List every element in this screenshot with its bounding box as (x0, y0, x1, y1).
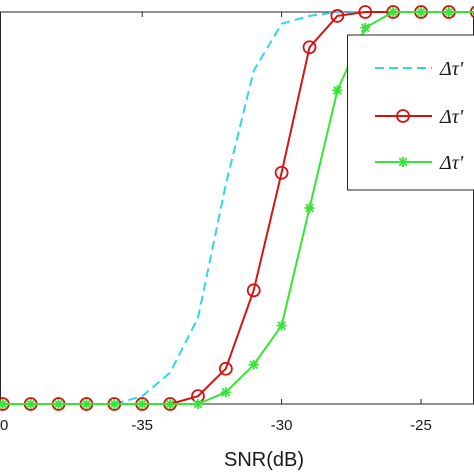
series-2 (0, 7, 474, 409)
legend-entry: Δτ' (375, 106, 464, 128)
x-tick-label: -25 (410, 417, 432, 434)
data-point-star (416, 7, 427, 17)
data-point-circle (358, 5, 373, 19)
legend-entry: Δτ' (375, 152, 464, 174)
legend: Δτ' Δτ' Δτ' (347, 34, 474, 191)
legend-label: Δτ' (439, 152, 464, 174)
x-axis-label: SNR(dB) (224, 449, 304, 471)
data-point-star (398, 157, 408, 167)
data-point-star (0, 399, 8, 409)
data-point-star (165, 399, 176, 409)
data-point-circle (330, 9, 345, 23)
data-point-star (81, 399, 92, 409)
data-point-star (276, 320, 287, 331)
legend-box (347, 34, 474, 191)
data-point-star (25, 399, 36, 409)
x-tick-label: -35 (131, 417, 153, 434)
x-tick-label: -30 (271, 417, 293, 434)
data-point-star (220, 387, 231, 398)
data-point-circle (218, 361, 233, 376)
x-tick-label-cropped: 0 (0, 417, 8, 434)
data-point-star (137, 399, 148, 409)
legend-label: Δτ' (439, 106, 464, 128)
data-point-star (109, 399, 120, 409)
data-point-star (471, 7, 474, 17)
legend-label: Δτ' (439, 58, 464, 80)
data-point-star (192, 399, 203, 409)
data-point-circle (302, 40, 317, 55)
data-point-star (443, 7, 454, 17)
data-point-star (304, 203, 315, 213)
legend-entry: Δτ' (375, 58, 464, 80)
data-point-circle (274, 165, 289, 180)
data-point-star (332, 85, 343, 96)
data-point-star (53, 399, 64, 409)
series-layer (0, 5, 474, 411)
data-point-star (248, 359, 259, 370)
data-point-star (360, 22, 371, 33)
data-point-circle (396, 109, 410, 123)
data-point-star (388, 7, 399, 17)
data-point-circle (246, 283, 261, 298)
